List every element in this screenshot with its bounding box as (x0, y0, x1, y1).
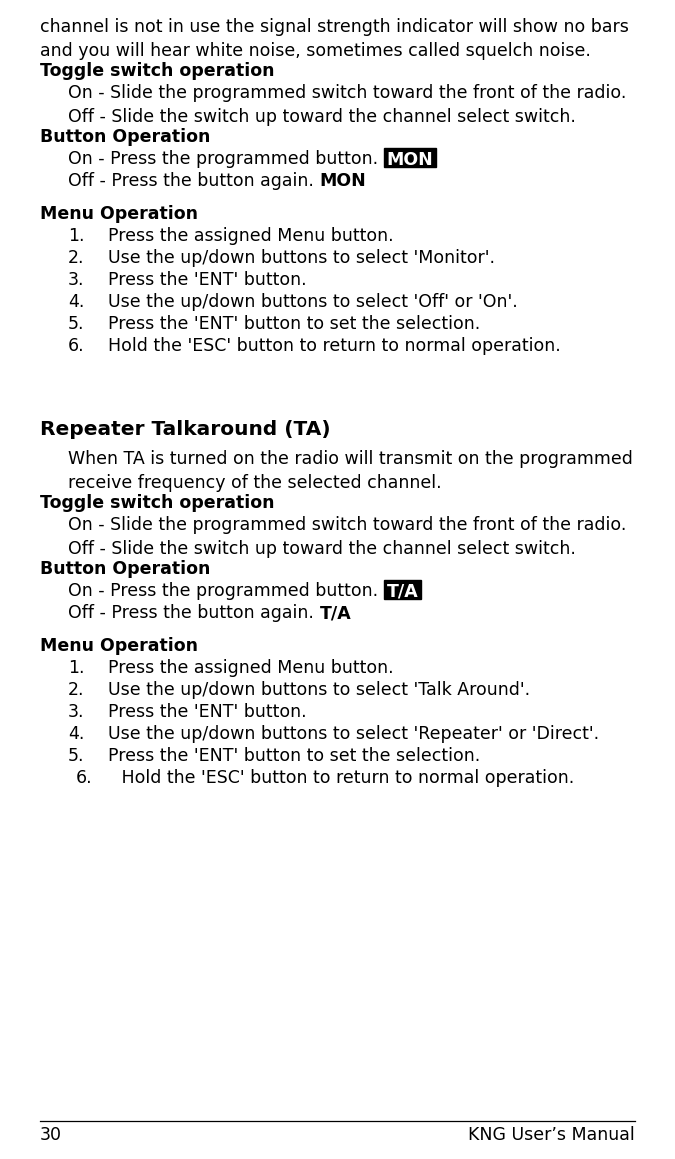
Text: 4.: 4. (68, 293, 84, 311)
Text: On - Press the programmed button.: On - Press the programmed button. (68, 150, 383, 168)
Text: Press the 'ENT' button to set the selection.: Press the 'ENT' button to set the select… (108, 315, 480, 333)
Text: Press the 'ENT' button.: Press the 'ENT' button. (108, 704, 306, 721)
Text: Menu Operation: Menu Operation (40, 205, 198, 223)
Text: Toggle switch operation: Toggle switch operation (40, 61, 275, 80)
Text: Press the assigned Menu button.: Press the assigned Menu button. (108, 659, 394, 677)
Text: 6.: 6. (76, 770, 92, 787)
Text: On - Slide the programmed switch toward the front of the radio.
Off - Slide the : On - Slide the programmed switch toward … (68, 83, 626, 126)
Text: 1.: 1. (68, 227, 84, 245)
Text: Toggle switch operation: Toggle switch operation (40, 494, 275, 512)
Text: 1.: 1. (68, 659, 84, 677)
Text: Repeater Talkaround (TA): Repeater Talkaround (TA) (40, 420, 331, 439)
Text: MON: MON (319, 172, 366, 190)
Text: Use the up/down buttons to select 'Repeater' or 'Direct'.: Use the up/down buttons to select 'Repea… (108, 726, 599, 743)
Text: 6.: 6. (68, 337, 84, 355)
Text: 3.: 3. (68, 704, 84, 721)
Text: Button Operation: Button Operation (40, 127, 211, 146)
Text: Hold the 'ESC' button to return to normal operation.: Hold the 'ESC' button to return to norma… (116, 770, 574, 787)
Text: When TA is turned on the radio will transmit on the programmed
receive frequency: When TA is turned on the radio will tran… (68, 450, 633, 493)
Text: Press the assigned Menu button.: Press the assigned Menu button. (108, 227, 394, 245)
Text: Use the up/down buttons to select 'Monitor'.: Use the up/down buttons to select 'Monit… (108, 249, 495, 267)
Text: 2.: 2. (68, 681, 84, 699)
Text: 30: 30 (40, 1127, 62, 1144)
Text: 5.: 5. (68, 315, 84, 333)
Text: On - Press the programmed button.: On - Press the programmed button. (68, 582, 383, 600)
Text: channel is not in use the signal strength indicator will show no bars
and you wi: channel is not in use the signal strengt… (40, 19, 629, 60)
Text: T/A: T/A (387, 583, 418, 602)
Text: On - Slide the programmed switch toward the front of the radio.
Off - Slide the : On - Slide the programmed switch toward … (68, 516, 626, 559)
Text: Button Operation: Button Operation (40, 560, 211, 578)
Text: 2.: 2. (68, 249, 84, 267)
Text: Use the up/down buttons to select 'Off' or 'On'.: Use the up/down buttons to select 'Off' … (108, 293, 518, 311)
Text: Menu Operation: Menu Operation (40, 637, 198, 655)
Text: 4.: 4. (68, 726, 84, 743)
Text: T/A: T/A (319, 604, 351, 622)
Text: 5.: 5. (68, 748, 84, 765)
FancyBboxPatch shape (383, 580, 421, 599)
Text: Use the up/down buttons to select 'Talk Around'.: Use the up/down buttons to select 'Talk … (108, 681, 530, 699)
Text: Hold the 'ESC' button to return to normal operation.: Hold the 'ESC' button to return to norma… (108, 337, 561, 355)
Text: Off - Press the button again.: Off - Press the button again. (68, 604, 319, 622)
Text: Press the 'ENT' button to set the selection.: Press the 'ENT' button to set the select… (108, 748, 480, 765)
FancyBboxPatch shape (383, 148, 436, 167)
Text: Press the 'ENT' button.: Press the 'ENT' button. (108, 271, 306, 289)
Text: 3.: 3. (68, 271, 84, 289)
Text: KNG User’s Manual: KNG User’s Manual (468, 1127, 635, 1144)
Text: MON: MON (387, 151, 433, 169)
Text: Off - Press the button again.: Off - Press the button again. (68, 172, 319, 190)
